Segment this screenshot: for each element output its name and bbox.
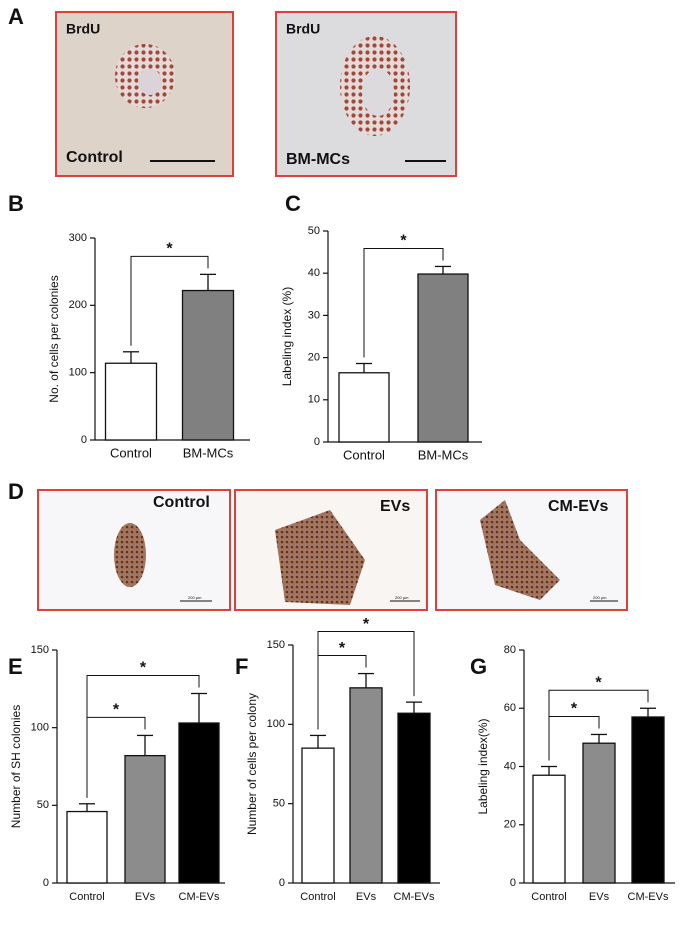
bar	[417, 273, 469, 443]
y-tick-label: 0	[81, 434, 87, 446]
y-tick-label: 50	[273, 798, 285, 810]
y-tick-label: 10	[308, 394, 320, 406]
panel-letter: B	[8, 191, 24, 216]
bar	[124, 754, 166, 884]
x-tick-label: CM-EVs	[628, 891, 669, 903]
y-tick-label: 0	[43, 877, 49, 889]
y-tick-label: 0	[314, 436, 320, 448]
image-label: EVs	[380, 498, 410, 515]
micrograph: 200 μm CM-EVs	[435, 489, 628, 611]
significance-label: *	[140, 660, 147, 677]
x-tick-label: CM-EVs	[394, 891, 435, 903]
bar	[338, 372, 390, 443]
panel-letter: A	[8, 4, 24, 29]
significance-label: *	[166, 241, 173, 258]
x-tick-label: Control	[110, 445, 152, 460]
micrograph: BrdU Control	[55, 11, 234, 177]
significance-label: *	[595, 674, 602, 691]
micrograph: 200 μm EVs	[234, 489, 428, 611]
x-tick-label: EVs	[135, 891, 156, 903]
significance-bracket	[130, 255, 209, 346]
stain-label: BrdU	[66, 21, 100, 37]
y-tick-label: 20	[504, 819, 516, 831]
y-tick-label: 100	[69, 367, 87, 379]
panel-letter: E	[8, 654, 23, 679]
scale-label: 200 μm	[593, 595, 607, 600]
significance-label: *	[571, 701, 578, 718]
bar	[104, 362, 158, 441]
y-tick-label: 40	[504, 760, 516, 772]
bar	[532, 774, 566, 884]
y-tick-label: 20	[308, 352, 320, 364]
y-tick-label: 150	[267, 639, 285, 651]
x-tick-label: CM-EVs	[179, 891, 220, 903]
y-tick-label: 40	[308, 267, 320, 279]
x-tick-label: BM-MCs	[183, 445, 234, 460]
y-tick-label: 150	[31, 644, 49, 656]
x-tick-label: EVs	[356, 891, 377, 903]
significance-label: *	[400, 233, 407, 250]
stain-label: BrdU	[286, 21, 320, 37]
bar	[181, 289, 235, 441]
bar	[631, 716, 665, 884]
y-axis-label: No. of cells per colonies	[47, 275, 61, 402]
image-label: CM-EVs	[548, 498, 609, 515]
y-tick-label: 200	[69, 299, 87, 311]
image-label: Control	[66, 149, 123, 166]
significance-label: *	[113, 702, 120, 719]
scale-label: 200 μm	[395, 595, 409, 600]
x-tick-label: BM-MCs	[418, 447, 469, 462]
y-tick-label: 30	[308, 309, 320, 321]
y-tick-label: 0	[510, 877, 516, 889]
panel-letter: F	[235, 654, 248, 679]
significance-bracket	[317, 631, 415, 730]
y-tick-label: 0	[279, 877, 285, 889]
x-tick-label: Control	[300, 891, 335, 903]
bar	[397, 712, 431, 884]
bar	[349, 687, 383, 884]
panel-letter: G	[470, 654, 487, 679]
significance-label: *	[363, 616, 370, 633]
significance-bracket	[86, 674, 200, 798]
y-axis-label: Number of SH colonies	[9, 705, 23, 828]
significance-bracket	[363, 247, 444, 358]
y-tick-label: 50	[308, 225, 320, 237]
y-tick-label: 300	[69, 232, 87, 244]
bar	[66, 810, 108, 884]
significance-bracket	[548, 689, 649, 761]
y-tick-label: 100	[267, 718, 285, 730]
x-tick-label: Control	[531, 891, 566, 903]
y-axis-label: Labeling index (%)	[280, 287, 294, 386]
scale-label: 200 μm	[188, 595, 202, 600]
significance-label: *	[339, 640, 346, 657]
image-label: Control	[153, 494, 210, 511]
image-label: BM-MCs	[286, 151, 350, 168]
x-tick-label: Control	[69, 891, 104, 903]
y-tick-label: 50	[37, 799, 49, 811]
x-tick-label: EVs	[589, 891, 610, 903]
micrograph: 200 μm Control	[37, 489, 231, 611]
panel-letter: C	[285, 191, 301, 216]
y-tick-label: 60	[504, 702, 516, 714]
bar	[301, 747, 335, 884]
x-tick-label: Control	[343, 447, 385, 462]
y-axis-label: Labeling index(%)	[476, 718, 490, 814]
panel-letter: D	[8, 479, 24, 504]
y-tick-label: 80	[504, 644, 516, 656]
micrograph: BrdU BM-MCs	[275, 11, 457, 177]
y-tick-label: 100	[31, 722, 49, 734]
bar	[582, 742, 616, 884]
y-axis-label: Number of cells per colony	[245, 693, 259, 835]
bar	[178, 722, 220, 884]
